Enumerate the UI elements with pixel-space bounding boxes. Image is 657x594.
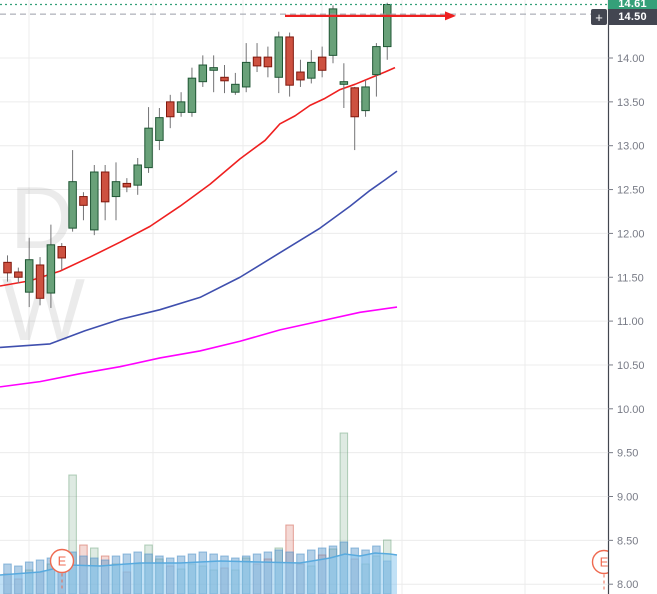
candle-body — [220, 76, 229, 82]
candle-body — [274, 36, 283, 78]
price-axis-label: 8.50 — [617, 535, 638, 547]
candle-body — [285, 36, 294, 86]
candle-body — [155, 117, 164, 141]
earnings-marker[interactable]: E — [49, 548, 75, 592]
candle-body — [90, 171, 99, 231]
price-axis-label: 12.50 — [617, 185, 645, 197]
candle-body — [133, 164, 142, 186]
candle-body — [166, 101, 175, 118]
candle-body — [296, 71, 305, 81]
candle-body — [14, 271, 23, 278]
candle-body — [79, 196, 88, 206]
candle-body — [209, 67, 218, 71]
candle-body — [187, 77, 197, 113]
candle-body — [68, 181, 77, 229]
ma-fast-line — [0, 66, 396, 287]
candle-body — [46, 244, 56, 294]
candle-body — [263, 56, 273, 68]
candle-body — [350, 87, 359, 118]
candle-body — [198, 64, 208, 83]
ma-mid-line — [0, 170, 398, 349]
candle-body — [383, 4, 392, 48]
price-axis-label: 13.00 — [617, 141, 645, 153]
candle-body — [3, 261, 12, 274]
crosshair-price-label[interactable]: 14.50 — [608, 9, 657, 25]
svg-text:E: E — [600, 555, 609, 570]
grid — [0, 0, 607, 594]
ma-slow-line — [0, 306, 398, 388]
candle-body — [328, 8, 338, 56]
price-axis-label: 9.50 — [617, 448, 638, 460]
last-price-label[interactable]: 14.61 — [608, 0, 657, 11]
candle-body — [144, 127, 153, 169]
arrow-drawing[interactable] — [285, 11, 456, 21]
price-axis-label: 11.00 — [617, 316, 644, 328]
candle-body — [35, 264, 45, 299]
candle-body — [24, 259, 34, 293]
price-axis-label: 14.00 — [617, 53, 645, 65]
candle-body — [241, 61, 251, 88]
price-axis-label: 13.50 — [617, 97, 645, 109]
price-axis-label: 10.00 — [617, 404, 645, 416]
price-axis-label: 8.00 — [617, 579, 638, 591]
candle-body — [176, 101, 186, 113]
svg-text:E: E — [58, 554, 67, 569]
candle-body — [317, 56, 327, 71]
price-axis[interactable]: 14.00 13.50 13.00 12.50 12.00 11.50 11.00 10.50… — [607, 0, 657, 594]
candle-body — [111, 181, 121, 198]
volume-bar — [339, 432, 349, 594]
candle-body — [231, 83, 240, 93]
price-axis-label: 12.00 — [617, 228, 645, 240]
candle-body — [372, 46, 381, 76]
candle-body — [307, 61, 316, 79]
price-axis-label: 9.00 — [617, 492, 638, 504]
candles — [3, 2, 392, 308]
add-alert-plus-button[interactable]: + — [591, 9, 607, 25]
candle-body — [57, 246, 66, 259]
price-axis-label: 10.50 — [617, 360, 645, 372]
candle-body — [100, 171, 110, 203]
candle-body — [339, 81, 349, 85]
candle-body — [361, 86, 370, 112]
candle-body — [122, 182, 132, 188]
candle-body — [252, 56, 262, 67]
price-axis-label: 11.50 — [617, 272, 644, 284]
volume-overlay — [0, 541, 398, 594]
volume-bar — [68, 474, 77, 594]
